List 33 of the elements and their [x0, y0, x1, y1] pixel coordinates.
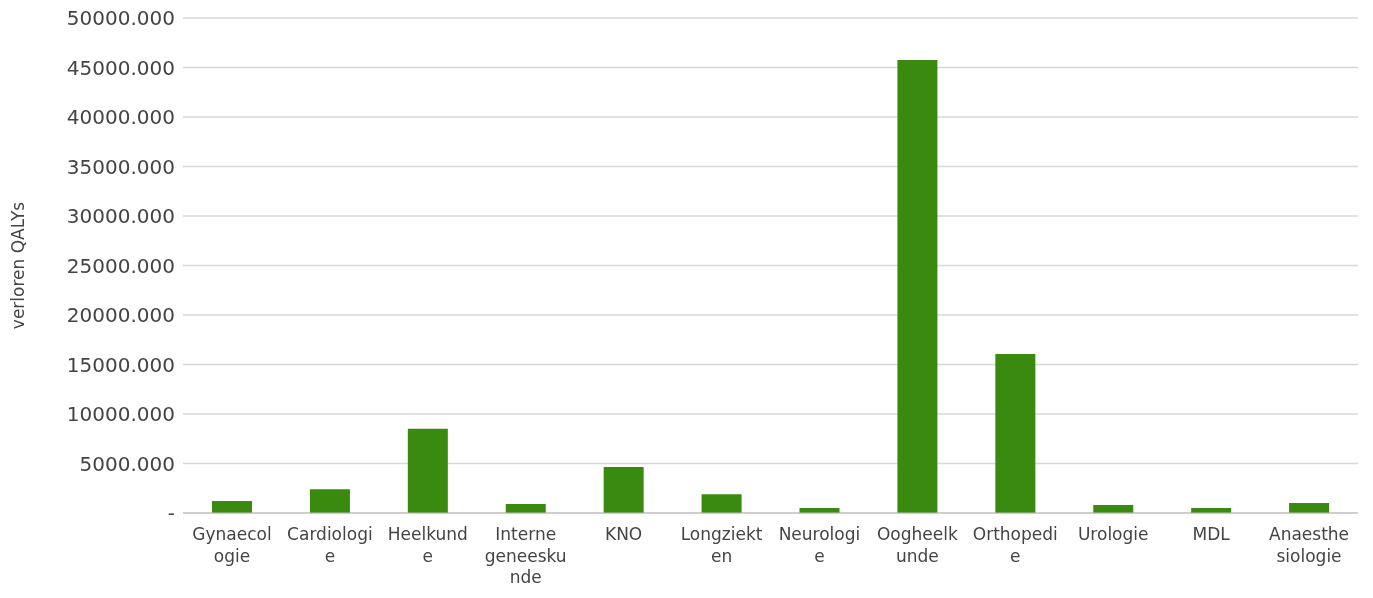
bar [309, 489, 350, 513]
bar [701, 494, 742, 513]
x-tick-label: Anaesthesiologie [1269, 524, 1350, 566]
y-tick-label: 20000.000 [66, 303, 175, 328]
x-tick-label: Urologie [1077, 524, 1149, 545]
y-tick-label: 50000.000 [66, 6, 175, 31]
bar [407, 428, 448, 513]
bar [603, 466, 644, 513]
bar [995, 354, 1036, 513]
y-tick-label: 5000.000 [79, 451, 175, 476]
x-tick-label: Neurologie [778, 524, 861, 566]
y-axis-title: verloren QALYs [8, 201, 29, 330]
x-tick-label: MDL [1192, 524, 1231, 545]
x-tick-label: Interne geneeskunde [484, 524, 567, 587]
y-tick-label: - [167, 501, 175, 526]
y-tick-label: 30000.000 [66, 204, 175, 229]
x-tick-label: Cardiologie [287, 524, 373, 566]
bar [897, 60, 938, 513]
y-tick-label: 10000.000 [66, 402, 175, 427]
y-tick-label: 40000.000 [66, 105, 175, 130]
y-tick-label: 25000.000 [66, 253, 175, 278]
x-tick-label: KNO [605, 524, 643, 545]
x-tick-label: Gynaecologie [192, 524, 272, 566]
x-tick-label: Heelkunde [387, 524, 468, 566]
y-tick-label: 35000.000 [66, 154, 175, 179]
bar [1289, 503, 1330, 513]
x-tick-label: Oogheelkunde [876, 524, 958, 566]
y-tick-label: 15000.000 [66, 352, 175, 377]
x-tick-label: Longziekten [680, 524, 763, 566]
bar [505, 504, 546, 513]
x-tick-label: Orthopedie [972, 524, 1058, 566]
bar [212, 501, 252, 513]
y-tick-label: 45000.000 [66, 55, 175, 80]
